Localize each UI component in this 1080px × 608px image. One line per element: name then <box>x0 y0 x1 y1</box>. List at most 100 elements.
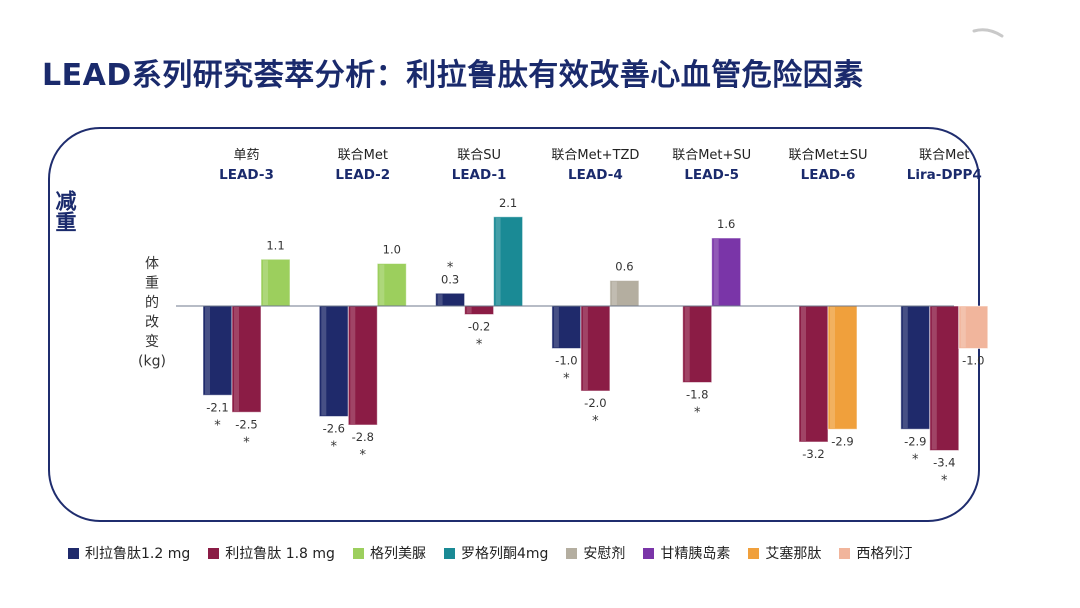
group-subtitle: 联合Met±SU <box>789 148 868 163</box>
y-axis-title-text: 体重的改变(kg) <box>138 256 166 370</box>
group-name: Lira-DPP4 <box>907 167 982 183</box>
group-subtitle: 联合Met+TZD <box>551 148 639 163</box>
bar-highlight <box>553 307 559 348</box>
significance-star: * <box>912 452 919 467</box>
bar-highlight <box>379 264 385 305</box>
bar-highlight <box>437 294 443 305</box>
significance-star: * <box>243 435 250 450</box>
significance-star: * <box>563 372 570 387</box>
legend-label: 利拉鲁肽 1.8 mg <box>225 546 335 562</box>
legend-swatch <box>566 547 578 559</box>
bar-highlight <box>684 307 690 382</box>
value-label: 1.0 <box>383 243 401 257</box>
legend-swatch <box>443 547 455 559</box>
legend-swatch <box>643 547 655 559</box>
value-label: -2.6 <box>323 422 345 436</box>
bar <box>827 305 858 430</box>
value-label: -1.0 <box>555 354 577 368</box>
bar <box>231 305 262 413</box>
value-label: 2.1 <box>499 196 517 210</box>
group-subtitle: 联合Met <box>919 148 969 163</box>
side-label: 减重 <box>53 190 77 232</box>
value-label: -2.9 <box>831 434 853 448</box>
group-subtitle: 联合SU <box>457 148 501 163</box>
value-labels: -2.1* -2.5*1.1-2.6*-2.8*1.0*0.3-0.2*2.1-1… <box>206 196 984 489</box>
legend-item: 安慰剂 <box>566 543 625 563</box>
value-label: -2.5 <box>235 417 257 431</box>
legend: 利拉鲁肽1.2 mg 利拉鲁肽 1.8 mg 格列美脲 罗格列酮4mg 安慰剂 甘精胰岛素… <box>68 541 930 565</box>
value-label: -2.0 <box>584 396 606 410</box>
value-label: -2.1 <box>206 400 228 414</box>
bar <box>202 305 233 396</box>
bar-highlight <box>960 307 966 348</box>
bar-highlight <box>321 307 327 416</box>
significance-star: * <box>476 338 483 353</box>
bar-highlight <box>205 307 210 395</box>
significance-star: * <box>447 260 454 275</box>
bar <box>551 305 582 349</box>
legend-label: 安慰剂 <box>583 546 626 562</box>
value-label: -2.8 <box>352 430 374 444</box>
bar-highlight <box>931 307 937 450</box>
legend-label: 西格列汀 <box>856 546 913 562</box>
significance-star: * <box>592 414 599 429</box>
legend-label: 艾塞那肽 <box>765 546 822 562</box>
legend-swatch <box>748 547 760 559</box>
bar <box>580 305 611 392</box>
bar-highlight <box>350 307 356 424</box>
legend-label: 格列美脲 <box>369 546 426 562</box>
legend-item: 利拉鲁肽 1.8 mg <box>208 543 335 563</box>
significance-star: * <box>941 474 948 489</box>
group-subtitle: 联合Met <box>338 148 388 163</box>
legend-item: 甘精胰岛素 <box>643 543 730 563</box>
legend-item: 格列美脲 <box>352 543 426 563</box>
bar <box>376 263 407 307</box>
value-label: 1.6 <box>717 217 735 231</box>
bar-highlight <box>830 307 835 429</box>
bar <box>958 305 989 349</box>
bars <box>202 216 989 451</box>
bar <box>798 305 829 443</box>
legend-item: 罗格列酮4mg <box>443 543 548 563</box>
bar-highlight <box>902 307 908 429</box>
value-label: 0.6 <box>615 260 633 274</box>
legend-item: 利拉鲁肽1.2 mg <box>68 543 190 563</box>
group-name: LEAD-3 <box>219 167 274 183</box>
value-label: 0.3 <box>441 272 459 286</box>
bar-highlight <box>582 307 588 390</box>
y-axis-title: 体重的改变(kg) <box>138 256 166 370</box>
group-subtitle: 联合Met+SU <box>672 148 751 163</box>
bar-highlight <box>466 307 472 314</box>
group-name: LEAD-5 <box>684 167 739 183</box>
value-label: -1.0 <box>962 354 984 368</box>
significance-star: * <box>214 418 221 433</box>
value-label: 1.1 <box>266 238 284 252</box>
legend-item: 西格列汀 <box>839 543 912 563</box>
value-label: -0.2 <box>468 320 490 334</box>
legend-item: 艾塞那肽 <box>748 543 821 563</box>
legend-swatch <box>68 547 79 559</box>
group-name: LEAD-4 <box>568 167 623 183</box>
group-headers: 单药 LEAD-3 联合Met LEAD-2 联合SU LEAD-1 联合Met+TZD LE… <box>219 148 982 183</box>
bar <box>711 237 742 307</box>
corner-swoosh-decoration <box>972 28 1004 38</box>
group-name: LEAD-2 <box>335 167 390 183</box>
value-label: -2.9 <box>904 434 926 448</box>
bar-highlight <box>263 260 268 305</box>
significance-star: * <box>694 406 701 421</box>
significance-star: * <box>360 448 367 463</box>
value-label: -3.4 <box>933 456 955 470</box>
significance-star: * <box>331 440 338 455</box>
group-subtitle: 单药 <box>233 148 259 163</box>
legend-swatch <box>839 547 851 559</box>
slide-title: LEAD系列研究荟萃分析：利拉鲁肽有效改善心血管危险因素 <box>42 58 864 93</box>
bar-highlight <box>713 239 719 305</box>
value-label: -3.2 <box>802 447 824 461</box>
group-name: LEAD-1 <box>452 167 507 183</box>
bar-highlight <box>495 217 501 305</box>
legend-label: 利拉鲁肽1.2 mg <box>85 546 191 562</box>
value-label: -1.8 <box>686 388 708 402</box>
legend-swatch <box>208 547 220 559</box>
legend-swatch <box>352 547 364 559</box>
